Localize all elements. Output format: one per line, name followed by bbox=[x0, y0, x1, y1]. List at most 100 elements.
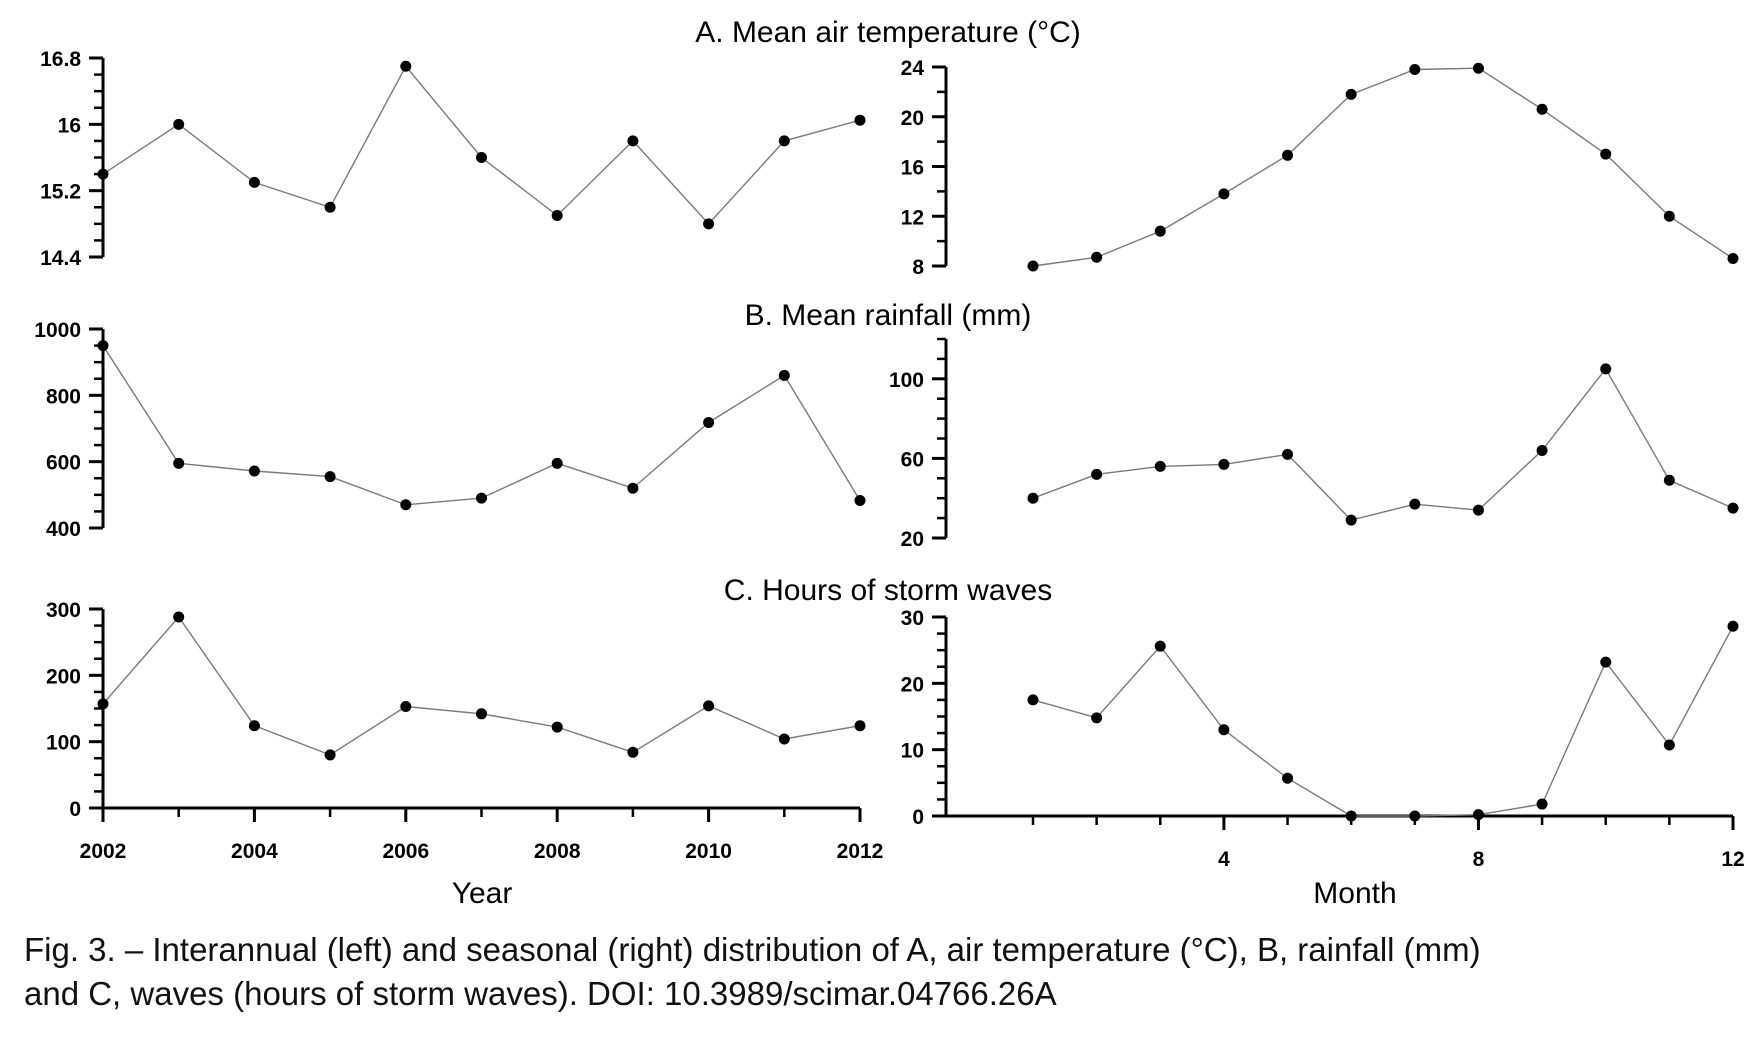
c-right-x-tick-label-4: 4 bbox=[1218, 848, 1230, 871]
b-left-data-point-2007 bbox=[476, 492, 487, 504]
c-right-y-tick-label-0: 0 bbox=[912, 806, 924, 829]
b-left-y-tick-label-800: 800 bbox=[46, 385, 81, 408]
a-left-y-tick-label-16: 16 bbox=[58, 114, 81, 137]
a-left-data-point-2012 bbox=[854, 114, 866, 126]
c-left-data-point-2011 bbox=[778, 733, 790, 745]
a-left-data-point-2005 bbox=[324, 201, 336, 213]
c-left-y-tick-label-200: 200 bbox=[46, 665, 81, 688]
c-right-data-point-1 bbox=[1027, 694, 1039, 706]
b-left-y-tick-label-600: 600 bbox=[46, 452, 81, 475]
c-right-data-point-2 bbox=[1091, 712, 1103, 724]
b-right-data-point-9 bbox=[1536, 444, 1548, 456]
b-left-data-point-2008 bbox=[551, 457, 563, 469]
c-right-y-tick-label-30: 30 bbox=[901, 607, 924, 630]
a-right-y-tick-label-12: 12 bbox=[901, 206, 924, 229]
a-right-data-point-4 bbox=[1218, 188, 1230, 200]
c-left-x-tick-label-2012: 2012 bbox=[837, 840, 884, 863]
c-left-data-point-2012 bbox=[854, 720, 866, 732]
c-left-data-point-2008 bbox=[551, 721, 563, 733]
a-left-data-point-2009 bbox=[627, 135, 639, 147]
chart-a-seasonal-temperature: 8 12 16 20 24 bbox=[901, 57, 1739, 279]
a-right-data-point-10 bbox=[1600, 148, 1612, 160]
b-right-data-point-6 bbox=[1345, 514, 1357, 526]
c-left-x-tick-label-2004: 2004 bbox=[231, 840, 278, 863]
a-right-data-point-1 bbox=[1027, 260, 1039, 272]
b-right-data-point-5 bbox=[1282, 448, 1294, 460]
c-left-y-tick-label-100: 100 bbox=[46, 732, 81, 755]
chart-b-seasonal-rainfall: 20 60 100 bbox=[889, 337, 1739, 551]
c-right-data-point-5 bbox=[1282, 772, 1294, 784]
a-left-data-point-2010 bbox=[703, 218, 715, 230]
a-left-y-tick-label-15-2: 15.2 bbox=[40, 181, 81, 204]
c-left-data-point-2010 bbox=[703, 700, 715, 712]
b-right-data-point-4 bbox=[1218, 458, 1230, 470]
b-left-data-point-2006 bbox=[400, 499, 412, 511]
c-left-data-point-2004 bbox=[248, 720, 260, 732]
c-left-x-tick-label-2010: 2010 bbox=[685, 840, 732, 863]
c-left-y-tick-label-300: 300 bbox=[46, 599, 81, 622]
b-right-data-point-11 bbox=[1663, 474, 1675, 486]
c-right-data-point-8 bbox=[1472, 809, 1484, 821]
b-left-data-point-2003 bbox=[173, 457, 185, 469]
figure-canvas: A. Mean air temperature (°C) B. Mean rai… bbox=[34, 16, 1745, 910]
c-left-data-point-2003 bbox=[173, 611, 185, 623]
a-right-data-point-6 bbox=[1345, 88, 1357, 100]
b-left-data-point-2009 bbox=[627, 482, 639, 494]
a-left-data-point-2002 bbox=[97, 168, 109, 180]
c-left-data-point-2002 bbox=[97, 698, 109, 710]
c-right-data-point-11 bbox=[1663, 739, 1675, 751]
b-left-series-line bbox=[102, 345, 861, 506]
c-left-x-tick-label-2002: 2002 bbox=[80, 840, 127, 863]
a-right-y-tick-label-8: 8 bbox=[912, 256, 924, 279]
a-right-data-point-11 bbox=[1663, 210, 1675, 222]
c-left-series-line bbox=[102, 615, 861, 756]
x-axis-title-month: Month bbox=[1313, 877, 1396, 910]
b-right-y-tick-label-60: 60 bbox=[901, 448, 924, 471]
chart-c-seasonal-storm-waves: 0 10 20 30 4 8 12 bbox=[901, 607, 1745, 871]
b-right-data-point-7 bbox=[1409, 498, 1421, 510]
c-left-x-tick-label-2008: 2008 bbox=[534, 840, 581, 863]
c-left-data-point-2007 bbox=[476, 708, 487, 720]
a-right-y-tick-label-24: 24 bbox=[901, 57, 925, 80]
c-left-data-point-2005 bbox=[324, 749, 336, 761]
a-right-data-point-7 bbox=[1409, 63, 1421, 75]
a-right-data-point-2 bbox=[1091, 251, 1103, 263]
a-right-data-point-3 bbox=[1154, 225, 1166, 237]
a-right-data-point-9 bbox=[1536, 103, 1548, 115]
c-right-data-point-10 bbox=[1600, 656, 1612, 668]
caption-line-2: and C, waves (hours of storm waves). DOI… bbox=[24, 975, 1057, 1012]
b-left-data-point-2011 bbox=[778, 369, 790, 381]
a-right-data-point-5 bbox=[1282, 149, 1294, 161]
a-right-series-line bbox=[1032, 67, 1734, 267]
c-right-x-tick-label-8: 8 bbox=[1473, 848, 1485, 871]
b-left-y-tick-label-400: 400 bbox=[46, 518, 81, 541]
a-left-data-point-2004 bbox=[248, 176, 260, 188]
c-right-y-tick-label-10: 10 bbox=[901, 740, 924, 763]
a-left-y-tick-label-16-8: 16.8 bbox=[40, 48, 81, 71]
c-left-data-point-2006 bbox=[400, 701, 412, 713]
chart-a-interannual-temperature: 14.4 15.2 16 16.8 bbox=[40, 48, 866, 270]
c-right-series-line bbox=[1032, 625, 1734, 817]
a-left-data-point-2011 bbox=[778, 135, 790, 147]
b-left-y-tick-label-1000: 1000 bbox=[34, 319, 81, 342]
b-left-data-point-2012 bbox=[854, 494, 866, 506]
a-right-data-point-8 bbox=[1472, 62, 1484, 74]
b-right-data-point-3 bbox=[1154, 460, 1166, 472]
c-right-x-tick-label-12: 12 bbox=[1721, 848, 1744, 871]
x-axis-title-year: Year bbox=[452, 877, 513, 910]
b-left-data-point-2010 bbox=[703, 417, 715, 429]
panel-c-title: C. Hours of storm waves bbox=[724, 574, 1052, 607]
a-right-y-tick-label-16: 16 bbox=[901, 157, 924, 180]
b-right-series-line bbox=[1032, 367, 1734, 521]
b-right-data-point-8 bbox=[1472, 504, 1484, 516]
b-right-y-tick-label-20: 20 bbox=[901, 528, 924, 551]
a-left-data-point-2008 bbox=[551, 210, 563, 222]
c-left-y-tick-label-0: 0 bbox=[69, 798, 81, 821]
c-left-x-tick-label-2006: 2006 bbox=[382, 840, 429, 863]
b-right-data-point-2 bbox=[1091, 468, 1103, 480]
b-right-data-point-12 bbox=[1727, 502, 1739, 514]
panel-a-title: A. Mean air temperature (°C) bbox=[695, 16, 1080, 49]
b-left-data-point-2005 bbox=[324, 471, 336, 483]
b-left-data-point-2004 bbox=[248, 465, 260, 477]
panel-b-title: B. Mean rainfall (mm) bbox=[745, 299, 1032, 332]
